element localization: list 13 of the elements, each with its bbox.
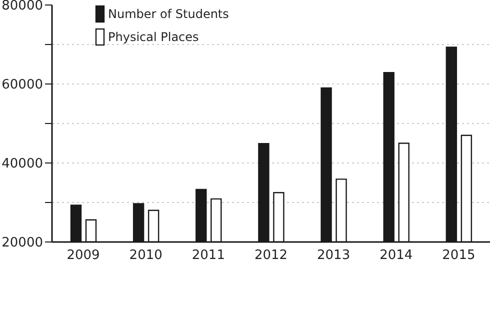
y-tick-label: 60000 [2, 78, 43, 93]
y-tick-label: 40000 [2, 156, 43, 172]
x-tick-label: 2013 [317, 248, 350, 264]
x-tick-label: 2010 [129, 248, 162, 264]
x-tick-label: 2014 [380, 248, 413, 264]
legend-label: Physical Places [108, 30, 199, 44]
x-tick-label: 2009 [66, 248, 100, 264]
x-tick-label: 2015 [442, 248, 476, 264]
y-tick-label: 80000 [2, 0, 43, 14]
y-tick-label: 20000 [2, 236, 43, 251]
legend-label: Number of Students [108, 6, 229, 20]
x-tick-label: 2011 [192, 248, 225, 264]
x-tick-label: 2012 [254, 248, 288, 264]
